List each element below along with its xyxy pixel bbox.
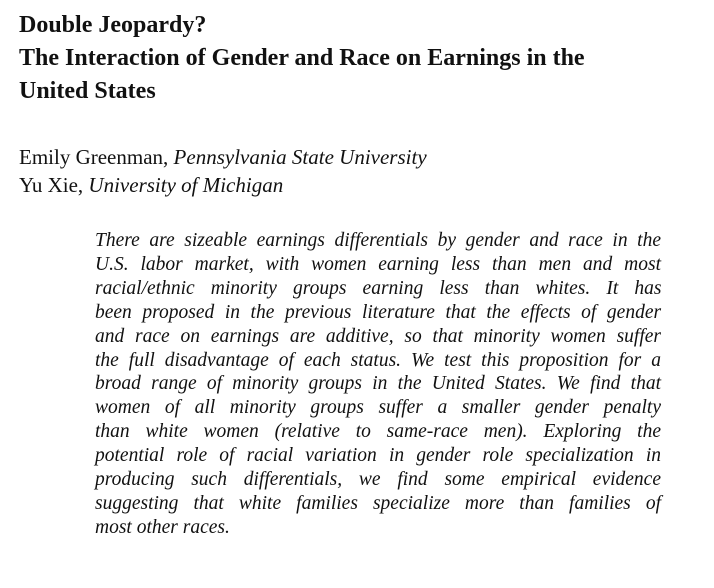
abstract: There are sizeable earnings differential… [95, 229, 661, 540]
abstract-line: U.S. labor market, with women earning le… [95, 253, 661, 275]
author-affiliation: Pennsylvania State University [173, 145, 427, 169]
abstract-line: and race on earnings are additive, so th… [95, 325, 661, 347]
author-affiliation: University of Michigan [88, 173, 284, 197]
title-line-2: The Interaction of Gender and Race on Ea… [19, 45, 585, 71]
paper-title: Double Jeopardy? The Interaction of Gend… [19, 9, 699, 108]
author-name: Emily Greenman, [19, 145, 169, 169]
abstract-line: potential role of racial variation in ge… [95, 445, 661, 467]
abstract-line: women of all minority groups suffer a sm… [95, 397, 661, 419]
author-entry: Emily Greenman, Pennsylvania State Unive… [19, 143, 427, 171]
title-line-3: United States [19, 78, 156, 104]
abstract-line: the full disadvantage of each status. We… [95, 349, 661, 371]
author-list: Emily Greenman, Pennsylvania State Unive… [19, 143, 427, 199]
abstract-line: producing such differentials, we find so… [95, 469, 661, 491]
abstract-line: been proposed in the previous literature… [95, 301, 662, 323]
abstract-line: broad range of minority groups in the Un… [95, 373, 661, 395]
abstract-line: There are sizeable earnings differential… [95, 230, 661, 251]
abstract-line: than white women (relative to same-race … [95, 421, 661, 443]
author-entry: Yu Xie, University of Michigan [19, 171, 427, 199]
title-line-1: Double Jeopardy? [19, 12, 207, 38]
abstract-line: suggesting that white families specializ… [95, 492, 661, 514]
author-name: Yu Xie, [19, 173, 84, 197]
abstract-line: most other races. [95, 516, 230, 538]
abstract-line: racial/ethnic minority groups earning le… [95, 277, 662, 299]
